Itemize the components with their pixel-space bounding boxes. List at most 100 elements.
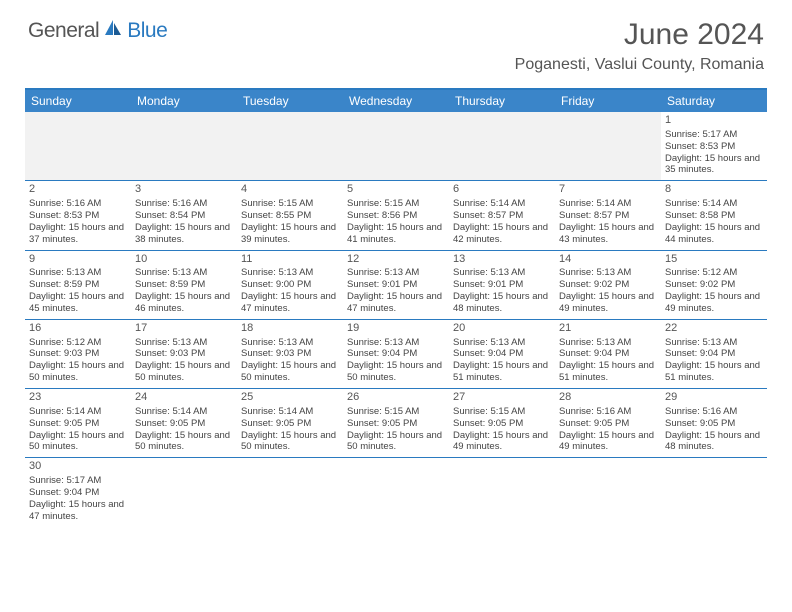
weekday-header: Sunday [25, 90, 131, 112]
day-number: 13 [453, 253, 551, 268]
calendar-cell: 27Sunrise: 5:15 AMSunset: 9:05 PMDayligh… [449, 389, 555, 457]
calendar-cell: 12Sunrise: 5:13 AMSunset: 9:01 PMDayligh… [343, 251, 449, 319]
calendar-cell-empty [449, 112, 555, 180]
calendar-cell-empty [131, 458, 237, 526]
day-number: 25 [241, 391, 339, 406]
calendar-cell: 14Sunrise: 5:13 AMSunset: 9:02 PMDayligh… [555, 251, 661, 319]
calendar-cell: 4Sunrise: 5:15 AMSunset: 8:55 PMDaylight… [237, 181, 343, 249]
sunset-line: Sunset: 9:05 PM [347, 418, 445, 430]
sunset-line: Sunset: 9:05 PM [29, 418, 127, 430]
sunrise-line: Sunrise: 5:13 AM [347, 337, 445, 349]
sunrise-line: Sunrise: 5:14 AM [559, 198, 657, 210]
calendar-cell-empty [343, 458, 449, 526]
weekday-header: Tuesday [237, 90, 343, 112]
sunrise-line: Sunrise: 5:12 AM [29, 337, 127, 349]
daylight-line: Daylight: 15 hours and 43 minutes. [559, 222, 657, 246]
calendar-row: 9Sunrise: 5:13 AMSunset: 8:59 PMDaylight… [25, 251, 767, 320]
sunrise-line: Sunrise: 5:17 AM [665, 129, 763, 141]
daylight-line: Daylight: 15 hours and 41 minutes. [347, 222, 445, 246]
daylight-line: Daylight: 15 hours and 51 minutes. [665, 360, 763, 384]
calendar-cell: 19Sunrise: 5:13 AMSunset: 9:04 PMDayligh… [343, 320, 449, 388]
day-number: 12 [347, 253, 445, 268]
day-number: 22 [665, 322, 763, 337]
sunrise-line: Sunrise: 5:13 AM [559, 267, 657, 279]
sunrise-line: Sunrise: 5:13 AM [453, 267, 551, 279]
calendar-cell: 8Sunrise: 5:14 AMSunset: 8:58 PMDaylight… [661, 181, 767, 249]
sunset-line: Sunset: 8:56 PM [347, 210, 445, 222]
day-number: 23 [29, 391, 127, 406]
sunrise-line: Sunrise: 5:13 AM [29, 267, 127, 279]
logo-text-general: General [28, 19, 99, 43]
calendar-cell: 2Sunrise: 5:16 AMSunset: 8:53 PMDaylight… [25, 181, 131, 249]
calendar-row: 2Sunrise: 5:16 AMSunset: 8:53 PMDaylight… [25, 181, 767, 250]
daylight-line: Daylight: 15 hours and 50 minutes. [347, 360, 445, 384]
sunrise-line: Sunrise: 5:16 AM [665, 406, 763, 418]
calendar-cell: 16Sunrise: 5:12 AMSunset: 9:03 PMDayligh… [25, 320, 131, 388]
sunset-line: Sunset: 9:04 PM [29, 487, 127, 499]
day-number: 1 [665, 114, 763, 129]
sunset-line: Sunset: 8:53 PM [665, 141, 763, 153]
calendar-cell-empty [237, 458, 343, 526]
sunset-line: Sunset: 9:04 PM [347, 348, 445, 360]
day-number: 29 [665, 391, 763, 406]
sunset-line: Sunset: 8:53 PM [29, 210, 127, 222]
day-number: 21 [559, 322, 657, 337]
daylight-line: Daylight: 15 hours and 47 minutes. [241, 291, 339, 315]
calendar-cell: 13Sunrise: 5:13 AMSunset: 9:01 PMDayligh… [449, 251, 555, 319]
day-number: 27 [453, 391, 551, 406]
day-number: 8 [665, 183, 763, 198]
calendar-cell: 18Sunrise: 5:13 AMSunset: 9:03 PMDayligh… [237, 320, 343, 388]
sunrise-line: Sunrise: 5:13 AM [135, 267, 233, 279]
daylight-line: Daylight: 15 hours and 38 minutes. [135, 222, 233, 246]
sunset-line: Sunset: 9:05 PM [559, 418, 657, 430]
daylight-line: Daylight: 15 hours and 47 minutes. [347, 291, 445, 315]
calendar-cell-empty [449, 458, 555, 526]
sunset-line: Sunset: 9:05 PM [241, 418, 339, 430]
calendar-row: 1Sunrise: 5:17 AMSunset: 8:53 PMDaylight… [25, 112, 767, 181]
calendar-cell: 11Sunrise: 5:13 AMSunset: 9:00 PMDayligh… [237, 251, 343, 319]
weekday-header: Wednesday [343, 90, 449, 112]
day-number: 5 [347, 183, 445, 198]
sunset-line: Sunset: 9:04 PM [665, 348, 763, 360]
sunset-line: Sunset: 9:01 PM [347, 279, 445, 291]
day-number: 16 [29, 322, 127, 337]
calendar-row: 30Sunrise: 5:17 AMSunset: 9:04 PMDayligh… [25, 458, 767, 526]
sunrise-line: Sunrise: 5:14 AM [29, 406, 127, 418]
sunrise-line: Sunrise: 5:16 AM [135, 198, 233, 210]
sunrise-line: Sunrise: 5:13 AM [241, 267, 339, 279]
calendar-cell-empty [131, 112, 237, 180]
calendar: Sunday Monday Tuesday Wednesday Thursday… [25, 88, 767, 527]
sunset-line: Sunset: 8:54 PM [135, 210, 233, 222]
sunrise-line: Sunrise: 5:16 AM [29, 198, 127, 210]
sunset-line: Sunset: 8:59 PM [29, 279, 127, 291]
sunset-line: Sunset: 9:02 PM [559, 279, 657, 291]
location: Poganesti, Vaslui County, Romania [515, 56, 764, 74]
calendar-cell-empty [343, 112, 449, 180]
sunset-line: Sunset: 9:05 PM [453, 418, 551, 430]
sunrise-line: Sunrise: 5:13 AM [665, 337, 763, 349]
day-number: 2 [29, 183, 127, 198]
sunrise-line: Sunrise: 5:13 AM [347, 267, 445, 279]
daylight-line: Daylight: 15 hours and 50 minutes. [135, 360, 233, 384]
calendar-cell-empty [237, 112, 343, 180]
header: General Blue June 2024 Poganesti, Vaslui… [0, 0, 792, 82]
sunrise-line: Sunrise: 5:15 AM [347, 406, 445, 418]
calendar-cell: 1Sunrise: 5:17 AMSunset: 8:53 PMDaylight… [661, 112, 767, 180]
daylight-line: Daylight: 15 hours and 46 minutes. [135, 291, 233, 315]
daylight-line: Daylight: 15 hours and 50 minutes. [29, 360, 127, 384]
logo-text-blue: Blue [127, 19, 167, 43]
day-number: 6 [453, 183, 551, 198]
daylight-line: Daylight: 15 hours and 50 minutes. [241, 360, 339, 384]
calendar-cell: 29Sunrise: 5:16 AMSunset: 9:05 PMDayligh… [661, 389, 767, 457]
daylight-line: Daylight: 15 hours and 37 minutes. [29, 222, 127, 246]
daylight-line: Daylight: 15 hours and 49 minutes. [559, 430, 657, 454]
calendar-cell: 17Sunrise: 5:13 AMSunset: 9:03 PMDayligh… [131, 320, 237, 388]
day-number: 30 [29, 460, 127, 475]
sunrise-line: Sunrise: 5:13 AM [135, 337, 233, 349]
sunrise-line: Sunrise: 5:15 AM [453, 406, 551, 418]
day-number: 14 [559, 253, 657, 268]
calendar-cell: 24Sunrise: 5:14 AMSunset: 9:05 PMDayligh… [131, 389, 237, 457]
daylight-line: Daylight: 15 hours and 35 minutes. [665, 153, 763, 177]
logo: General Blue [28, 18, 167, 43]
calendar-cell: 23Sunrise: 5:14 AMSunset: 9:05 PMDayligh… [25, 389, 131, 457]
